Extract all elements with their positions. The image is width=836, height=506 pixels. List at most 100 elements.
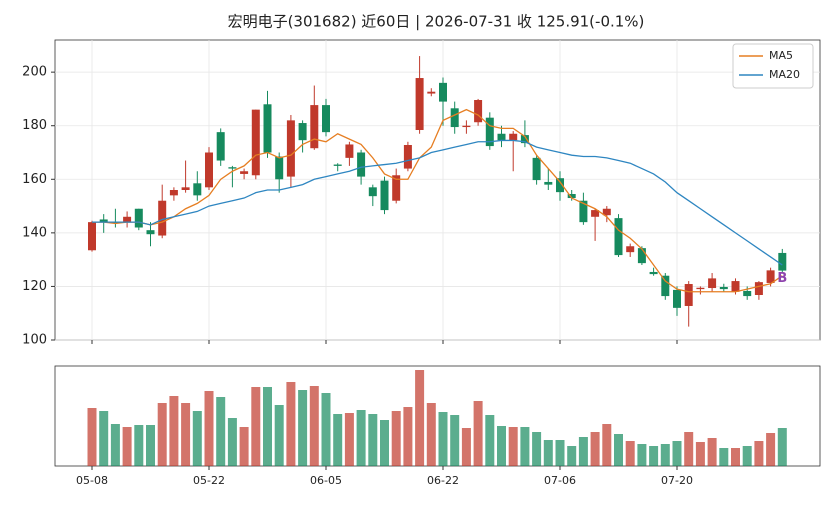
candle-body [509,133,518,141]
candle-body [556,178,564,193]
candle-body [567,194,576,199]
volume-bar [719,448,729,466]
candle-body [169,190,178,196]
volume-bar [181,403,191,466]
chart-title: 宏明电子(301682) 近60日 | 2026-07-31 收 125.91(… [228,13,645,31]
candle-body [345,144,354,158]
volume-bar [731,448,740,466]
candle-body [111,222,120,224]
volume-bar [649,446,659,466]
volume-bar [532,432,542,466]
volume-bar [777,428,787,466]
candle-body [626,246,635,253]
candle-body [310,105,319,149]
volume-bar [438,412,448,466]
legend: MA5 MA20 [732,43,814,89]
candle-body [731,281,740,292]
candle-body [719,286,728,290]
candle-body [439,82,447,102]
x-tick-label: 06-22 [427,474,459,487]
ma-line [92,139,783,266]
x-tick-label: 06-05 [310,474,342,487]
volume-bar [192,411,202,466]
volume-bar [263,387,272,466]
y-tick-label: 120 [22,279,47,294]
candle-body [427,91,436,94]
candle-body [684,284,693,306]
candle-body [532,157,541,181]
volume-bar [602,424,612,466]
legend-label: MA5 [769,49,793,62]
volume-bar [227,418,237,466]
candle-body [193,183,202,196]
y-tick-label: 140 [22,225,47,240]
candle-body [602,208,611,216]
volume-bar [684,432,694,466]
candle-body [661,275,670,297]
candle-body [88,222,96,251]
candle-body [251,109,260,176]
volume-bar [309,386,319,466]
candle-body [544,181,553,185]
volume-bar [321,393,331,466]
volume-bar [461,428,471,466]
candle-body [134,208,143,228]
candle-body [462,125,471,128]
y-tick-label: 100 [22,333,47,348]
candle-body [99,219,108,223]
candle-body [591,210,600,217]
volume-bar [707,438,717,466]
volume-bar [298,390,308,466]
volume-bar [333,414,343,466]
volume-bar [146,425,155,466]
y-tick-label: 160 [22,172,47,187]
volume-bar [555,440,565,466]
candle-body [614,218,623,256]
volume-bar [567,446,577,466]
candle-body [637,248,646,264]
volume-bar [286,382,296,466]
volume-bar [122,427,132,466]
candle-body [228,167,237,169]
candle-body [216,132,225,161]
volume-bar [415,370,425,466]
volume-bar [473,401,483,466]
y-tick-label: 180 [22,118,47,133]
volume-bar [520,427,530,466]
volume-bar [660,444,670,466]
volume-bar [99,411,109,466]
volume-bar [485,415,495,466]
volume-bar [239,427,249,466]
legend-box [732,43,814,89]
candle-body [579,200,588,223]
x-tick-label: 05-22 [193,474,225,487]
candle-body [708,278,717,289]
candle-body [333,164,342,166]
candle-body [474,100,483,123]
volume-bar [368,414,378,466]
candle-body [497,133,506,141]
volume-bar [695,442,705,466]
volume-bar [157,403,167,466]
x-tick-label: 05-08 [76,474,108,487]
volume-bar [497,426,506,466]
legend-label: MA20 [769,68,800,81]
volume-bar [251,387,261,466]
candle-body [158,200,167,236]
volume-bar [578,437,588,466]
candle-body [263,104,272,153]
candle-body [205,152,213,188]
volume-bar [637,444,647,466]
candle-body [450,108,459,128]
volume-bar [216,397,226,466]
candle-body [485,117,494,147]
volume-bar [169,396,179,466]
candle-body [403,145,412,169]
volume-bar [754,441,764,466]
volume-bar [380,420,389,466]
candle-body [298,123,307,141]
candle-body [286,120,295,177]
candle-body [649,271,658,275]
candle-body [146,230,155,235]
candle-body [778,252,787,271]
